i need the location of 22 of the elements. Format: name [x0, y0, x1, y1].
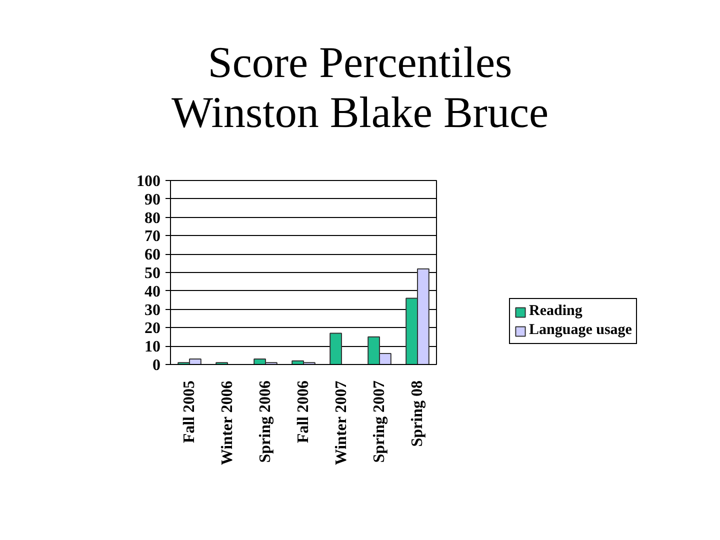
legend-label: Language usage [529, 322, 632, 339]
y-tick-label: 50 [144, 265, 160, 282]
y-tick-label: 100 [136, 173, 160, 190]
y-tick-label: 20 [144, 320, 160, 338]
y-tick-label: 10 [144, 338, 160, 356]
x-tick-label: Winter 2006 [219, 380, 236, 466]
y-tick-label: 0 [152, 357, 160, 374]
chart-title: Score Percentiles Winston Blake Bruce [170, 37, 550, 138]
x-tick-label: Spring 2007 [371, 380, 388, 463]
y-tick-label: 80 [144, 210, 160, 227]
x-tick-label: Fall 2006 [295, 380, 312, 444]
x-tick-label: Spring 08 [409, 380, 426, 447]
y-tick-label: 30 [144, 302, 160, 319]
bar [330, 332, 342, 364]
y-tick-label: 40 [144, 283, 160, 300]
y-tick-label: 70 [144, 228, 160, 246]
x-tick-label: Spring 2006 [257, 380, 274, 463]
legend-label: Reading [529, 303, 582, 320]
x-tick-label: Fall 2005 [181, 380, 198, 444]
x-tick-label: Winter 2007 [333, 380, 350, 466]
y-tick-label: 60 [144, 246, 160, 264]
y-tick-label: 90 [144, 191, 160, 208]
